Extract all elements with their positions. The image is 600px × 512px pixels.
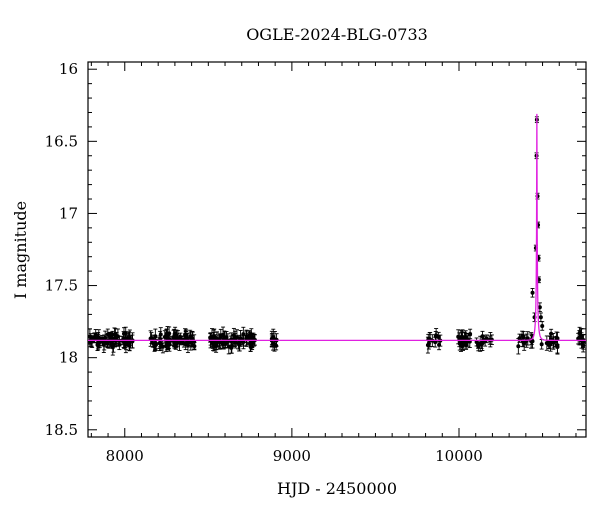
chart-title: OGLE-2024-BLG-0733 bbox=[246, 25, 428, 44]
y-tick-label: 18.5 bbox=[45, 421, 78, 439]
data-point bbox=[224, 331, 229, 344]
data-point bbox=[171, 329, 176, 346]
data-point bbox=[540, 321, 545, 331]
data-point bbox=[428, 331, 433, 348]
data-points bbox=[87, 116, 586, 356]
y-tick-label: 17 bbox=[59, 204, 78, 222]
data-point bbox=[271, 328, 276, 346]
data-point bbox=[127, 329, 132, 346]
y-tick-label: 16 bbox=[59, 60, 78, 78]
data-point bbox=[544, 335, 549, 351]
data-point bbox=[468, 328, 473, 340]
data-point bbox=[153, 328, 158, 344]
x-tick-label: 10000 bbox=[435, 447, 483, 465]
data-point bbox=[554, 331, 559, 344]
plot-frame bbox=[87, 61, 587, 438]
x-axis-label: HJD - 2450000 bbox=[277, 479, 397, 498]
data-point bbox=[95, 338, 100, 351]
data-point bbox=[548, 336, 553, 352]
data-point bbox=[538, 312, 543, 323]
data-point bbox=[115, 328, 120, 345]
data-point bbox=[157, 335, 162, 352]
data-point bbox=[233, 330, 238, 345]
y-tick-label: 17.5 bbox=[45, 277, 78, 295]
data-point bbox=[530, 287, 535, 298]
data-point bbox=[555, 339, 560, 355]
data-point bbox=[478, 335, 483, 352]
data-point bbox=[460, 336, 465, 349]
data-point bbox=[437, 339, 442, 351]
model-curve bbox=[88, 113, 586, 342]
y-axis-label: I magnitude bbox=[11, 201, 30, 299]
data-point bbox=[433, 336, 438, 348]
x-tick-label: 8000 bbox=[106, 447, 144, 465]
data-point bbox=[576, 332, 581, 345]
data-point bbox=[188, 329, 193, 344]
data-point bbox=[123, 326, 128, 340]
data-point bbox=[463, 330, 468, 345]
data-point bbox=[149, 332, 154, 344]
axis-ticks: 8000 9000 10000 16 16.5 17 17.5 18 18.5 bbox=[45, 60, 586, 465]
y-tick-label: 16.5 bbox=[45, 132, 78, 150]
x-tick-label: 9000 bbox=[273, 447, 311, 465]
y-tick-label: 18 bbox=[59, 349, 78, 367]
data-point bbox=[539, 338, 544, 350]
data-point bbox=[516, 337, 521, 355]
data-point bbox=[162, 330, 167, 344]
data-point bbox=[480, 330, 485, 342]
data-point bbox=[537, 302, 542, 312]
data-point bbox=[98, 336, 103, 348]
